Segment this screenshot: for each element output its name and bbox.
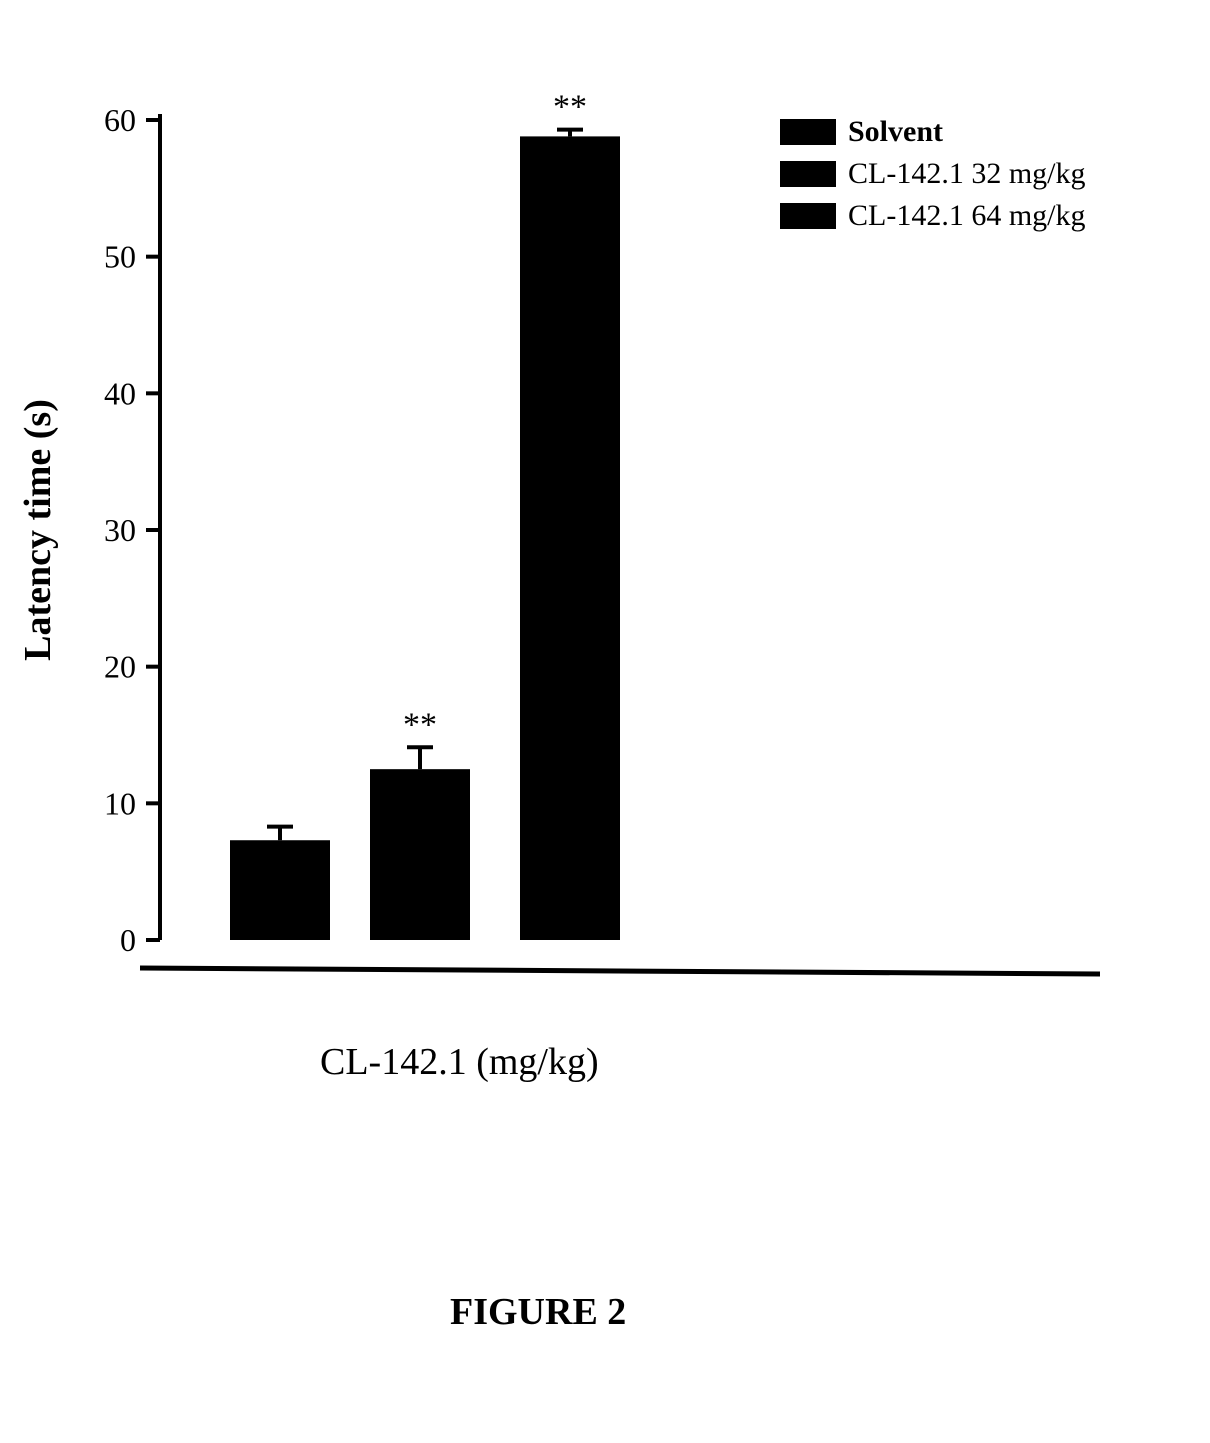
legend-item: CL-142.1 32 mg/kg	[780, 157, 1086, 191]
figure-caption: FIGURE 2	[450, 1290, 626, 1334]
svg-text:**: **	[553, 89, 587, 126]
legend-swatch	[780, 119, 836, 145]
svg-text:Latency time (s): Latency time (s)	[17, 399, 59, 661]
figure-wrap: 0 10 20 30 40 50 60 Latency time (s) ** ** Solven…	[0, 0, 1210, 1443]
svg-text:60: 60	[104, 102, 136, 138]
svg-text:10: 10	[104, 785, 136, 821]
svg-text:40: 40	[104, 375, 136, 411]
legend: Solvent CL-142.1 32 mg/kg CL-142.1 64 mg/k…	[780, 115, 1086, 241]
legend-label: CL-142.1 64 mg/kg	[848, 199, 1086, 233]
svg-text:50: 50	[104, 239, 136, 275]
svg-text:20: 20	[104, 649, 136, 685]
legend-label: CL-142.1 32 mg/kg	[848, 157, 1086, 191]
svg-text:**: **	[403, 706, 437, 743]
legend-item: CL-142.1 64 mg/kg	[780, 199, 1086, 233]
svg-text:0: 0	[120, 922, 136, 958]
legend-item: Solvent	[780, 115, 1086, 149]
legend-label: Solvent	[848, 115, 943, 149]
legend-swatch	[780, 203, 836, 229]
svg-text:30: 30	[104, 512, 136, 548]
legend-swatch	[780, 161, 836, 187]
x-axis-label: CL-142.1 (mg/kg)	[320, 1040, 599, 1084]
